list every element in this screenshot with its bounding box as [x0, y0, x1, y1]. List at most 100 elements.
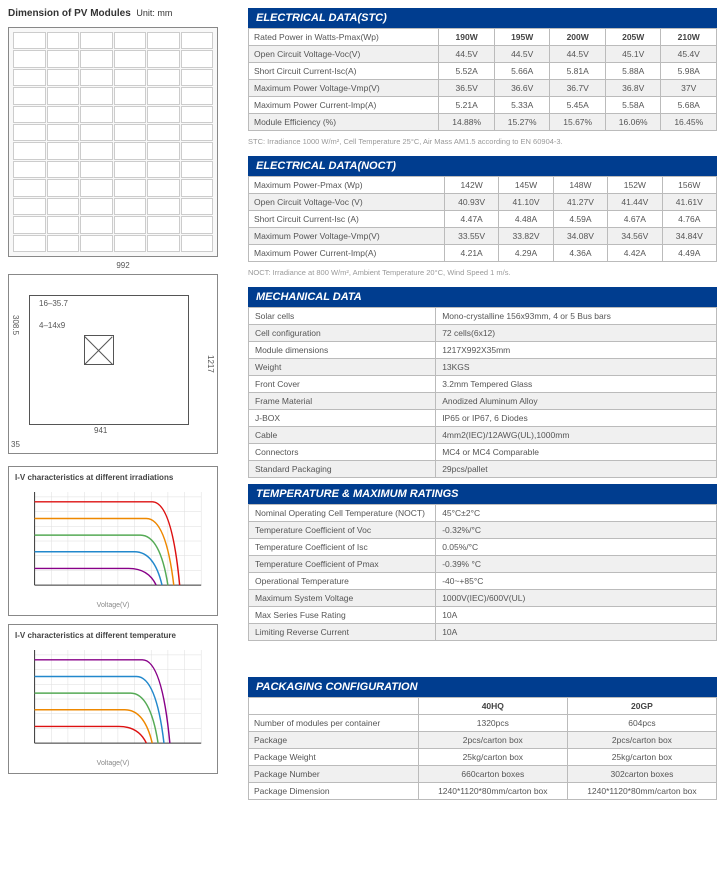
noct-value: 41.61V — [662, 194, 716, 211]
pv-module-back-view: 4–14x9 941 35 1217 16–35.7 308.5 — [8, 274, 218, 454]
pack-param-label: Package — [249, 732, 419, 749]
dim-title-text: Dimension of PV Modules — [8, 8, 131, 19]
stc-value: 5.81A — [550, 63, 606, 80]
stc-value: 15.67% — [550, 114, 606, 131]
kv-key: Limiting Reverse Current — [249, 624, 436, 641]
kv-value: Anodized Aluminum Alloy — [436, 393, 717, 410]
noct-value: 4.36A — [553, 245, 607, 262]
stc-value: 5.98A — [661, 63, 717, 80]
kv-key: Weight — [249, 359, 436, 376]
mech-table: Solar cellsMono-crystalline 156x93mm, 4 … — [248, 307, 717, 478]
kv-key: Solar cells — [249, 308, 436, 325]
stc-param-label: Maximum Power Voltage-Vmp(V) — [249, 80, 439, 97]
pack-value: 1240*1120*80mm/carton box — [567, 783, 716, 800]
datasheet-page: Dimension of PV Modules Unit: mm 992 4–1… — [0, 0, 725, 814]
dim-top-label: 992 — [8, 261, 238, 270]
noct-value: 4.48A — [499, 211, 553, 228]
noct-value: 142W — [444, 177, 498, 194]
noct-param-label: Open Circuit Voltage-Voc (V) — [249, 194, 445, 211]
chart2-svg — [15, 644, 211, 754]
kv-key: Standard Packaging — [249, 461, 436, 478]
kv-value: 0.05%/°C — [436, 539, 717, 556]
stc-col-header: 205W — [605, 29, 661, 46]
stc-col-header: 210W — [661, 29, 717, 46]
frame-thickness-label: 35 — [11, 440, 20, 449]
kv-value: 29pcs/pallet — [436, 461, 717, 478]
pack-col-header: 20GP — [567, 698, 716, 715]
kv-key: Temperature Coefficient of Pmax — [249, 556, 436, 573]
stc-footnote: STC: Irradiance 1000 W/m², Cell Temperat… — [248, 137, 717, 146]
stc-value: 5.33A — [494, 97, 550, 114]
left-small-label: 308.5 — [11, 315, 20, 335]
stc-value: 5.21A — [439, 97, 495, 114]
stc-value: 5.88A — [605, 63, 661, 80]
stc-value: 45.4V — [661, 46, 717, 63]
top-small-label: 16–35.7 — [39, 299, 68, 308]
kv-value: 3.2mm Tempered Glass — [436, 376, 717, 393]
chart1-xlabel: Voltage(V) — [15, 602, 211, 609]
stc-value: 16.06% — [605, 114, 661, 131]
stc-value: 5.58A — [605, 97, 661, 114]
pv-module-front-view — [8, 27, 218, 257]
pv-cell-grid — [9, 28, 217, 256]
stc-value: 37V — [661, 80, 717, 97]
iv-temperature-chart: I-V characteristics at different tempera… — [8, 624, 218, 774]
noct-value: 4.76A — [662, 211, 716, 228]
pack-value: 302carton boxes — [567, 766, 716, 783]
pack-value: 1240*1120*80mm/carton box — [418, 783, 567, 800]
kv-key: Temperature Coefficient of Isc — [249, 539, 436, 556]
stc-table: Rated Power in Watts-Pmax(Wp)190W195W200… — [248, 28, 717, 131]
noct-value: 4.59A — [553, 211, 607, 228]
stc-value: 45.1V — [605, 46, 661, 63]
pack-col-header: 40HQ — [418, 698, 567, 715]
noct-param-label: Maximum Power-Pmax (Wp) — [249, 177, 445, 194]
kv-key: Front Cover — [249, 376, 436, 393]
right-column: ELECTRICAL DATA(STC) Rated Power in Watt… — [248, 8, 717, 806]
temp-header: TEMPERATURE & MAXIMUM RATINGS — [248, 484, 717, 504]
noct-value: 145W — [499, 177, 553, 194]
stc-value: 15.27% — [494, 114, 550, 131]
kv-value: -0.39% °C — [436, 556, 717, 573]
stc-value: 5.45A — [550, 97, 606, 114]
noct-value: 41.10V — [499, 194, 553, 211]
stc-param-label: Short Circuit Current-Isc(A) — [249, 63, 439, 80]
noct-value: 34.84V — [662, 228, 716, 245]
stc-value: 5.52A — [439, 63, 495, 80]
pack-header: PACKAGING CONFIGURATION — [248, 677, 717, 697]
pack-value: 25kg/carton box — [418, 749, 567, 766]
kv-value: IP65 or IP67, 6 Diodes — [436, 410, 717, 427]
kv-key: Cable — [249, 427, 436, 444]
pack-value: 25kg/carton box — [567, 749, 716, 766]
chart1-title: I-V characteristics at different irradia… — [15, 473, 211, 482]
dim-unit-text: Unit: mm — [136, 8, 172, 18]
height-label: 1217 — [206, 355, 215, 373]
kv-value: Mono-crystalline 156x93mm, 4 or 5 Bus ba… — [436, 308, 717, 325]
kv-key: Connectors — [249, 444, 436, 461]
pack-value: 2pcs/carton box — [418, 732, 567, 749]
stc-value: 44.5V — [439, 46, 495, 63]
kv-key: Maximum System Voltage — [249, 590, 436, 607]
pack-param-label: Package Dimension — [249, 783, 419, 800]
noct-param-label: Maximum Power Voltage-Vmp(V) — [249, 228, 445, 245]
noct-value: 4.49A — [662, 245, 716, 262]
noct-value: 148W — [553, 177, 607, 194]
stc-col-header: 200W — [550, 29, 606, 46]
kv-key: Operational Temperature — [249, 573, 436, 590]
pack-table: 40HQ20GPNumber of modules per container1… — [248, 697, 717, 800]
noct-footnote: NOCT: Irradiance at 800 W/m², Ambient Te… — [248, 268, 717, 277]
pack-value: 1320pcs — [418, 715, 567, 732]
pack-value: 660carton boxes — [418, 766, 567, 783]
noct-param-label: Maximum Power Current-Imp(A) — [249, 245, 445, 262]
stc-col-header: 190W — [439, 29, 495, 46]
temp-table: Nominal Operating Cell Temperature (NOCT… — [248, 504, 717, 641]
kv-value: -0.32%/°C — [436, 522, 717, 539]
chart2-title: I-V characteristics at different tempera… — [15, 631, 211, 640]
chart1-svg — [15, 486, 211, 596]
pack-value: 2pcs/carton box — [567, 732, 716, 749]
kv-value: 1000V(IEC)/600V(UL) — [436, 590, 717, 607]
stc-value: 5.68A — [661, 97, 717, 114]
noct-param-label: Short Circuit Current-Isc (A) — [249, 211, 445, 228]
noct-value: 152W — [608, 177, 662, 194]
stc-value: 44.5V — [550, 46, 606, 63]
kv-key: Nominal Operating Cell Temperature (NOCT… — [249, 505, 436, 522]
